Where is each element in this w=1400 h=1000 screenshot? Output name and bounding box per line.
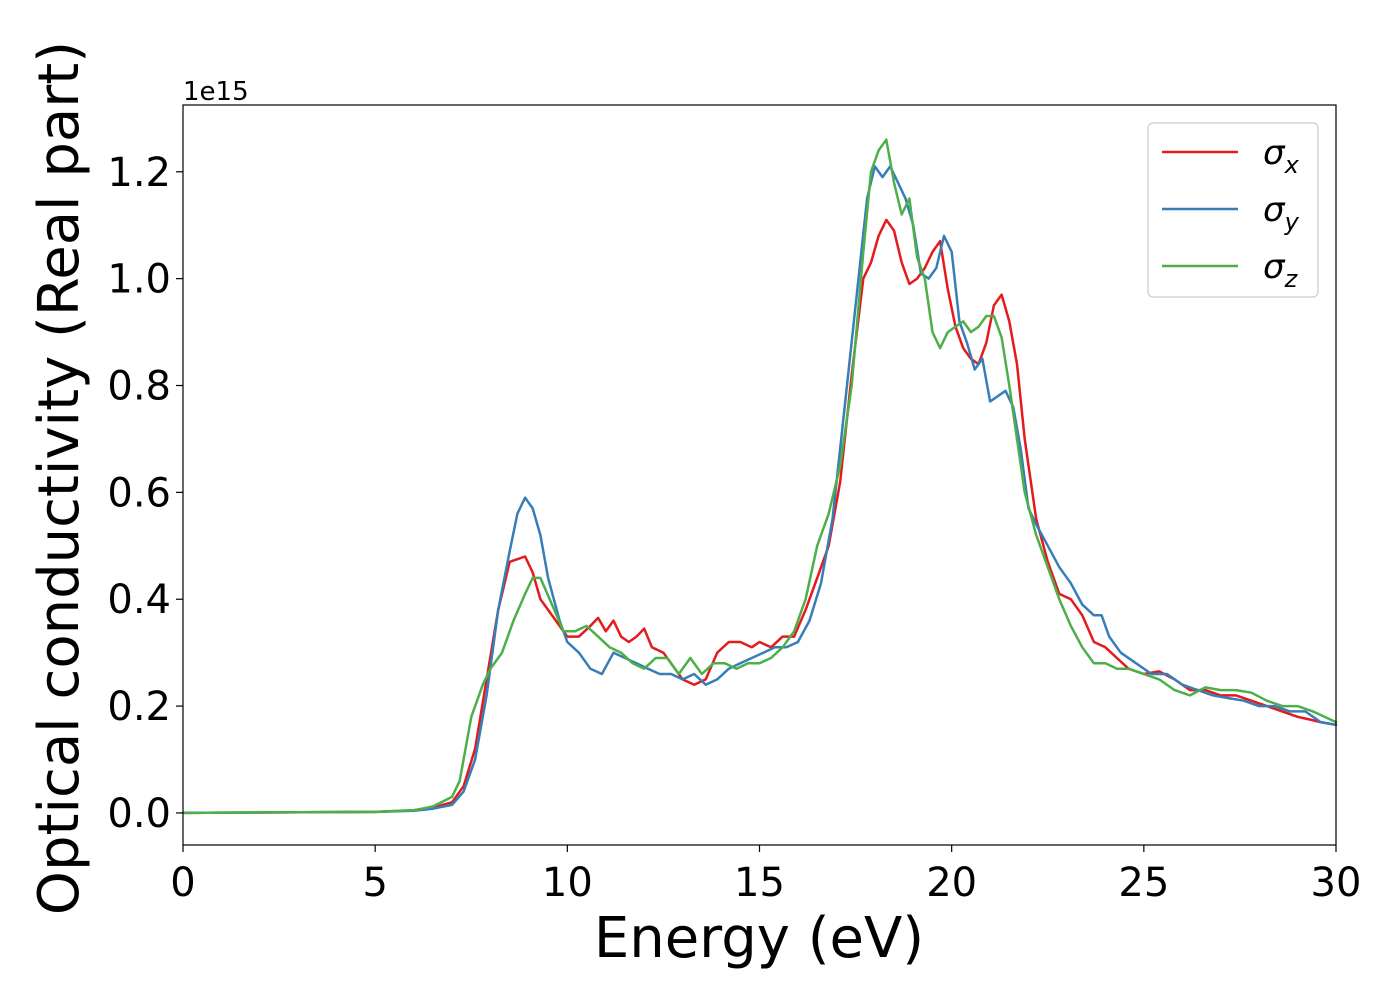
x-tick-label: 5 bbox=[362, 860, 387, 906]
y-tick-label: 0.4 bbox=[107, 577, 171, 623]
legend-label-z: σz bbox=[1263, 247, 1299, 293]
y-tick-label: 0.8 bbox=[107, 364, 171, 410]
y-axis-label: Optical conductivity (Real part) bbox=[27, 41, 92, 915]
legend: σx σy σz bbox=[1147, 122, 1319, 298]
y-tick-label: 1.0 bbox=[107, 257, 171, 303]
y-tick-label: 0.0 bbox=[107, 791, 171, 837]
series-line-y bbox=[181, 165, 1338, 815]
y-tick-label: 0.6 bbox=[107, 470, 171, 516]
legend-label-x: σx bbox=[1263, 133, 1300, 179]
x-tick-label: 15 bbox=[734, 860, 785, 906]
x-axis-label: Energy (eV) bbox=[594, 906, 924, 971]
series-layer bbox=[181, 138, 1338, 815]
legend-label-y: σy bbox=[1263, 190, 1300, 236]
x-tick-label: 0 bbox=[170, 860, 195, 906]
y-axis-ticks: 0.0 0.2 0.4 0.6 0.8 1.0 1.2 bbox=[107, 150, 183, 837]
x-tick-label: 20 bbox=[926, 860, 977, 906]
series-line-z bbox=[181, 138, 1338, 815]
y-offset-label: 1e15 bbox=[183, 77, 249, 107]
x-tick-label: 25 bbox=[1118, 860, 1169, 906]
x-axis-ticks: 0 5 10 15 20 25 30 bbox=[170, 845, 1361, 906]
x-tick-label: 10 bbox=[542, 860, 593, 906]
y-tick-label: 0.2 bbox=[107, 684, 171, 730]
y-tick-label: 1.2 bbox=[107, 150, 171, 196]
x-tick-label: 30 bbox=[1311, 860, 1362, 906]
